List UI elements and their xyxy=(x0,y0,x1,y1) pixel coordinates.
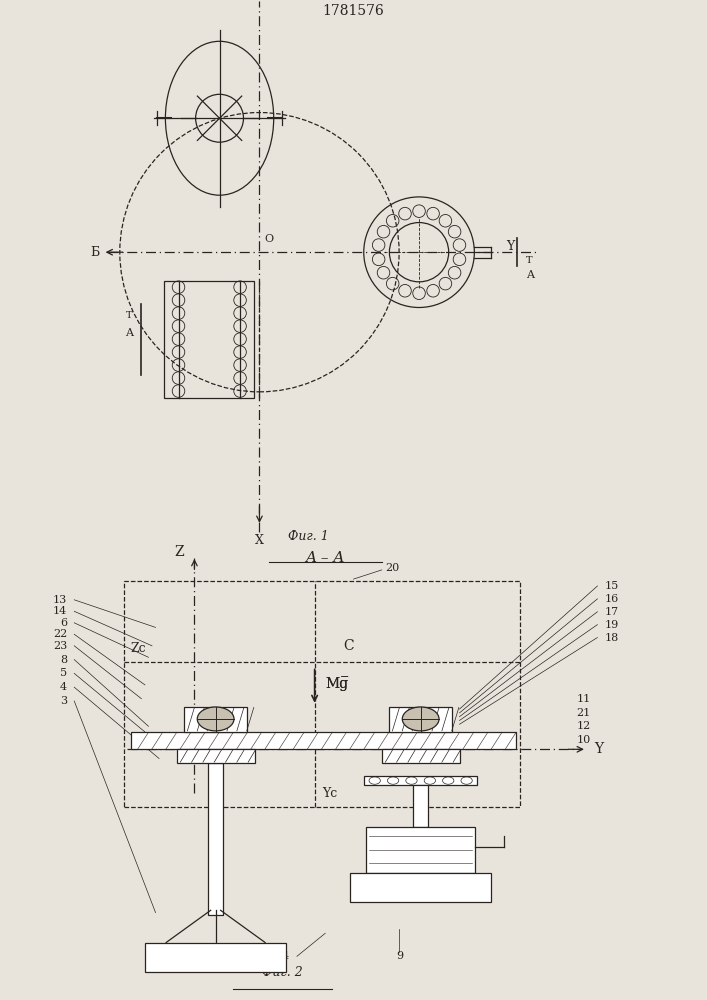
Text: A – A: A – A xyxy=(305,552,345,566)
Text: Y: Y xyxy=(506,240,514,253)
Bar xyxy=(350,873,491,902)
Text: 4: 4 xyxy=(60,682,67,692)
Text: 1781576: 1781576 xyxy=(322,4,385,18)
Circle shape xyxy=(402,707,439,731)
Text: 8: 8 xyxy=(60,655,67,665)
Bar xyxy=(145,942,286,972)
Circle shape xyxy=(197,707,234,731)
Text: Mg̅: Mg̅ xyxy=(325,676,349,691)
Text: Zc: Zc xyxy=(131,642,146,655)
Bar xyxy=(177,749,255,763)
Text: 13: 13 xyxy=(53,595,67,605)
Text: 10: 10 xyxy=(576,735,590,745)
Text: 6: 6 xyxy=(60,618,67,628)
Text: 11: 11 xyxy=(576,694,590,704)
Text: A: A xyxy=(125,328,133,338)
Text: 17: 17 xyxy=(604,607,619,617)
Text: 18: 18 xyxy=(604,633,619,643)
Bar xyxy=(364,776,477,785)
Text: C: C xyxy=(343,639,354,653)
Text: X: X xyxy=(255,534,264,547)
Bar xyxy=(208,763,223,915)
Text: 16: 16 xyxy=(604,594,619,604)
Text: 9: 9 xyxy=(396,951,403,961)
Text: A: A xyxy=(525,270,534,280)
Text: T: T xyxy=(525,256,532,265)
Text: 20: 20 xyxy=(385,563,399,573)
Text: 15: 15 xyxy=(604,581,619,591)
Bar xyxy=(413,785,428,827)
Bar xyxy=(131,732,516,749)
Bar xyxy=(164,281,255,398)
Text: Y: Y xyxy=(594,742,603,756)
Text: 14: 14 xyxy=(53,606,67,616)
Text: 5: 5 xyxy=(60,668,67,678)
Text: 3: 3 xyxy=(60,696,67,706)
Text: Yc: Yc xyxy=(322,787,337,800)
Bar xyxy=(389,707,452,732)
Text: T: T xyxy=(127,311,133,320)
Bar xyxy=(184,707,247,732)
Bar xyxy=(366,827,475,873)
Text: Фиг. 2: Фиг. 2 xyxy=(262,966,303,979)
Text: Фиг. 1: Фиг. 1 xyxy=(288,530,328,543)
Text: Mɡ̅: Mɡ̅ xyxy=(325,676,349,691)
Text: Z: Z xyxy=(174,544,184,558)
Text: Б: Б xyxy=(90,246,100,259)
Text: О: О xyxy=(264,234,273,244)
Text: 19: 19 xyxy=(604,620,619,630)
Text: 21: 21 xyxy=(576,708,590,718)
Text: 23: 23 xyxy=(53,641,67,651)
Text: 12: 12 xyxy=(576,721,590,731)
Bar xyxy=(382,749,460,763)
Text: 24: 24 xyxy=(276,951,290,961)
Text: 22: 22 xyxy=(53,629,67,639)
